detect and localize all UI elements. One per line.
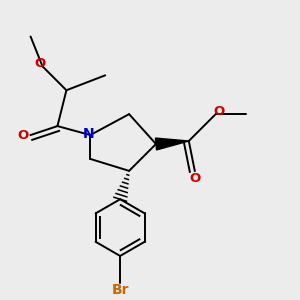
Text: N: N: [83, 127, 94, 140]
Text: Br: Br: [111, 283, 129, 297]
Polygon shape: [155, 138, 189, 150]
Text: O: O: [213, 105, 224, 118]
Text: O: O: [17, 128, 29, 142]
Text: O: O: [189, 172, 200, 185]
Text: O: O: [34, 57, 45, 70]
